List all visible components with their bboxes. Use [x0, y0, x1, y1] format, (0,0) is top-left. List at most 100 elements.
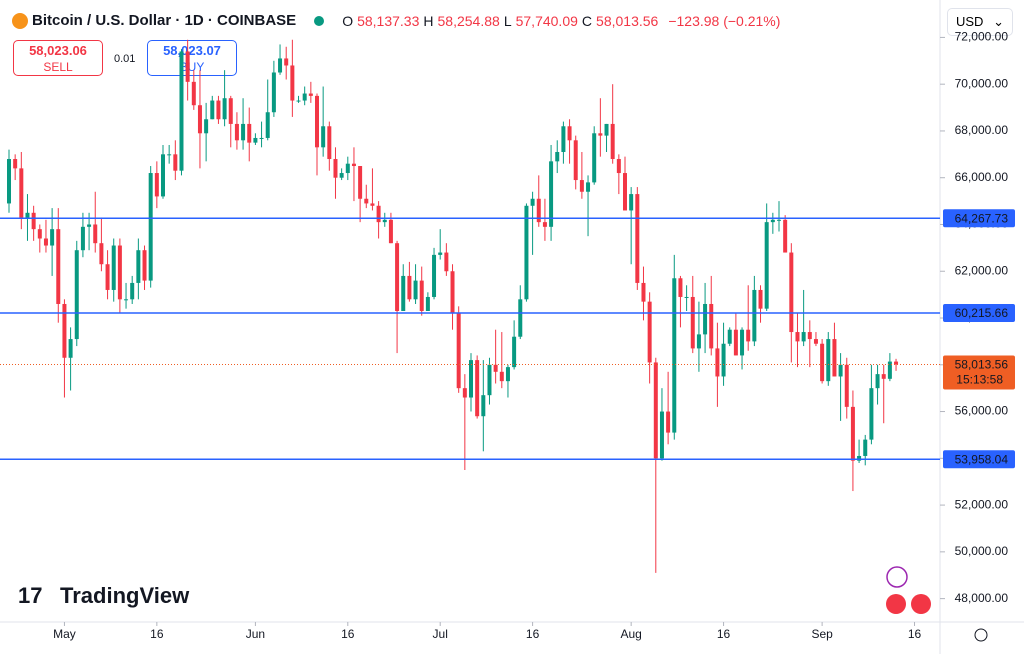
event-icon[interactable]	[886, 594, 906, 614]
candle-body	[573, 140, 578, 181]
sell-button[interactable]: 58,023.06 SELL	[13, 40, 103, 76]
candle-body	[727, 329, 732, 344]
candle-body	[228, 98, 233, 124]
candle-body	[419, 280, 424, 311]
candle-body	[278, 58, 283, 73]
currency-select[interactable]: USD ⌄	[947, 8, 1013, 36]
c: 58,013.56	[596, 12, 659, 29]
y-tick-label: 66,000.00	[955, 170, 1009, 184]
candle-body	[740, 329, 745, 356]
candle-body	[148, 173, 153, 281]
candle-body	[284, 58, 289, 66]
candle-body	[616, 159, 621, 174]
l-label: L	[503, 12, 512, 29]
candle-body	[770, 219, 775, 223]
candle-body	[302, 93, 307, 101]
candle-body	[271, 72, 276, 113]
candle-body	[370, 203, 375, 206]
candle-body	[80, 226, 85, 251]
candle-body	[678, 278, 683, 297]
candle-body	[598, 133, 603, 136]
candle-body	[401, 275, 406, 311]
price-label-box	[943, 303, 1015, 322]
candle-body	[339, 173, 344, 178]
candle-body	[315, 95, 319, 148]
candle-body	[136, 250, 141, 283]
last-price-box	[943, 355, 1015, 390]
x-tick-label: May	[53, 627, 76, 641]
candle-body	[481, 395, 486, 417]
coin-icon	[12, 12, 28, 29]
candle-body	[321, 126, 326, 148]
candle-body	[407, 275, 412, 300]
candle-body	[690, 296, 695, 349]
candle-body	[820, 343, 825, 382]
candle-body	[653, 362, 658, 459]
x-tick-label: Aug	[620, 627, 641, 641]
o-label: O	[342, 12, 354, 29]
event-icon[interactable]	[911, 594, 931, 614]
header: Bitcoin / U.S. Dollar · 1D · COINBASE O 5…	[12, 12, 780, 29]
candle-body	[887, 361, 892, 379]
event-icon[interactable]	[886, 566, 908, 588]
candle-body	[635, 194, 640, 283]
candle-body	[696, 334, 701, 349]
candle-body	[124, 299, 129, 301]
candle-body	[388, 219, 393, 244]
symbol: Bitcoin / U.S. Dollar · 1D · COINBASE	[32, 12, 297, 29]
candle-body	[247, 123, 252, 143]
candle-body	[487, 364, 492, 396]
candle-body	[93, 224, 98, 244]
candle-body	[296, 100, 301, 102]
candle-body	[850, 406, 855, 461]
candle-body	[345, 163, 350, 174]
candle-body	[542, 222, 547, 227]
candle-body	[290, 65, 295, 101]
spread: 0.01	[114, 53, 136, 65]
candle-body	[111, 245, 116, 290]
candle-body	[450, 271, 455, 314]
candle-body	[604, 123, 609, 136]
candle-body	[857, 455, 862, 461]
candle-body	[777, 219, 781, 221]
candle-body	[438, 252, 443, 255]
candle-body	[764, 222, 769, 309]
price-label-box	[943, 209, 1015, 228]
y-tick-label: 70,000.00	[955, 76, 1009, 90]
candle-body	[117, 245, 122, 300]
candle-body	[74, 250, 79, 340]
x-tick-label: 16	[717, 627, 731, 641]
candle-body	[586, 182, 591, 192]
candle-body	[518, 299, 523, 337]
brand: TradingView	[60, 583, 190, 608]
x-tick-label: Jun	[246, 627, 265, 641]
candle-body	[746, 329, 751, 342]
c-label: C	[581, 12, 593, 29]
candle-body	[358, 166, 363, 199]
logo-mark: 17	[18, 583, 42, 608]
candle-body	[469, 360, 473, 398]
candle-body	[579, 180, 584, 192]
candle-body	[801, 332, 806, 342]
candle-body	[672, 278, 677, 433]
candle-body	[549, 161, 554, 227]
candle-body	[592, 133, 597, 183]
candle-body	[43, 238, 48, 246]
candle-body	[204, 119, 209, 134]
candle-body	[715, 348, 720, 377]
candle-body	[351, 163, 356, 167]
candle-body	[87, 224, 92, 227]
candle-body	[376, 205, 381, 223]
candle-body	[610, 123, 615, 160]
settings-icon[interactable]	[974, 628, 988, 642]
sell-price: 58,023.06	[29, 43, 87, 58]
candle-body	[555, 151, 560, 162]
candle-body	[863, 439, 868, 456]
h: 58,254.88	[437, 12, 500, 29]
candle-body	[130, 282, 135, 300]
candle-body	[179, 51, 184, 171]
y-tick-label: 68,000.00	[955, 123, 1009, 137]
candle-body	[703, 303, 708, 335]
status-dot	[314, 15, 325, 26]
